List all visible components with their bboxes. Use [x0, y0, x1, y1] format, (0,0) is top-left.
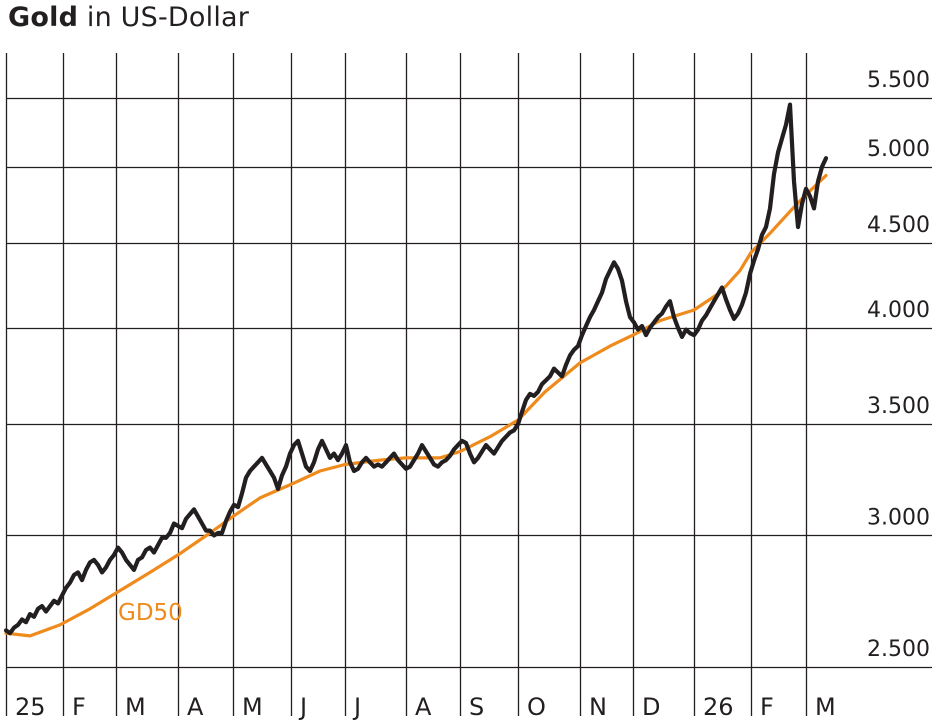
y-tick-label: 2.500 — [867, 637, 930, 662]
gold-price-line — [3, 102, 829, 636]
x-tick-label: J — [352, 693, 361, 721]
x-tick-label: D — [642, 693, 660, 721]
y-tick-label: 4.000 — [867, 298, 930, 323]
x-tick-label: F — [72, 693, 86, 721]
gd50-annotation: GD50 — [118, 600, 183, 626]
y-tick-label: 5.500 — [867, 68, 930, 93]
y-tick-label: 3.500 — [867, 394, 930, 419]
y-tick-label: 3.000 — [867, 505, 930, 530]
chart-title-rest: in US-Dollar — [78, 2, 250, 33]
x-tick-label: O — [527, 693, 546, 721]
x-tick-label: M — [125, 693, 146, 721]
x-tick-label: A — [187, 693, 204, 721]
x-tick-label: M — [815, 693, 836, 721]
x-tick-label: N — [589, 693, 607, 721]
x-tick-label: M — [242, 693, 263, 721]
chart-grid — [5, 53, 932, 716]
x-tick-label: 26 — [703, 693, 734, 721]
x-tick-label: F — [760, 693, 774, 721]
x-tick-label: S — [469, 693, 484, 721]
chart-title-bold: Gold — [8, 2, 79, 33]
x-axis-labels: 25 F M A M J J A S O N D 26 F M — [15, 693, 836, 721]
y-tick-label: 4.500 — [867, 213, 930, 238]
y-tick-label: 5.000 — [867, 137, 930, 162]
chart-title: Gold in US-Dollar — [8, 2, 249, 33]
x-tick-label: A — [415, 693, 432, 721]
x-tick-label: J — [298, 693, 307, 721]
y-axis-labels: 2.500 3.000 3.500 4.000 4.500 5.000 5.500 — [867, 68, 930, 662]
x-tick-label: 25 — [15, 693, 46, 721]
